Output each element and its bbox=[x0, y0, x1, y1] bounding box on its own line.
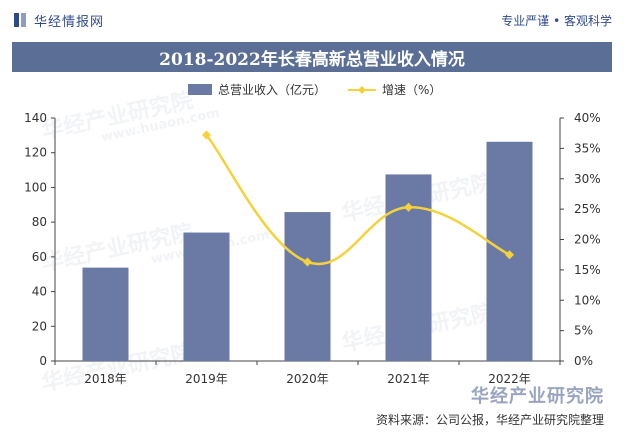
bar-2018年 bbox=[82, 267, 129, 361]
line-series bbox=[202, 130, 514, 267]
source-note: 资料来源：公司公报，华经产业研究院整理 bbox=[375, 413, 604, 427]
brand-logo-icon bbox=[14, 13, 26, 27]
x-tick-label: 2022年 bbox=[488, 372, 531, 386]
x-tick-label: 2019年 bbox=[185, 372, 228, 386]
y-right-tick-label: 40% bbox=[574, 111, 601, 125]
growth-point-2022年 bbox=[505, 250, 514, 260]
x-tick-label: 2018年 bbox=[84, 372, 127, 386]
x-tick-label: 2020年 bbox=[286, 372, 329, 386]
growth-line bbox=[205, 134, 511, 266]
corner-watermark: 华经产业研究院 bbox=[471, 386, 604, 407]
y-left-tick-label: 40 bbox=[32, 285, 47, 299]
brand-name: 华经情报网 bbox=[34, 14, 105, 30]
y-left-tick-label: 60 bbox=[32, 250, 47, 264]
y-axis-left: 0 20 40 60 80 100 120 140 bbox=[24, 111, 56, 368]
bar-series bbox=[82, 141, 533, 361]
bar-2020年 bbox=[284, 212, 331, 361]
slogan: 专业严谨 • 客观科学 bbox=[501, 13, 612, 28]
y-right-tick-label: 35% bbox=[574, 141, 601, 155]
legend-line-label: 增速（%） bbox=[382, 83, 441, 97]
y-right-tick-label: 15% bbox=[574, 263, 601, 277]
legend-line-marker bbox=[358, 86, 366, 94]
x-axis: 2018年 2019年 2020年 2021年 2022年 bbox=[54, 360, 561, 386]
y-left-tick-label: 20 bbox=[32, 319, 47, 333]
y-right-tick-label: 25% bbox=[574, 202, 601, 216]
y-axis-right: 0% 5% 10% 15% 20% 25% 30% 35% 40% bbox=[559, 111, 601, 368]
brand: 华经情报网 bbox=[14, 11, 104, 30]
legend: 总营业收入（亿元） 增速（%） bbox=[188, 82, 441, 97]
y-right-tick-label: 30% bbox=[574, 172, 601, 186]
y-left-tick-label: 120 bbox=[24, 146, 47, 160]
growth-point-2019年 bbox=[202, 130, 211, 140]
bar-2019年 bbox=[183, 232, 230, 361]
top-bar: 华经情报网 专业严谨 • 客观科学 bbox=[0, 0, 624, 40]
chart-title: 2018-2022年长春高新总营业收入情况 bbox=[12, 42, 612, 72]
y-left-tick-label: 140 bbox=[24, 111, 47, 125]
y-left-tick-label: 80 bbox=[32, 215, 47, 229]
y-right-tick-label: 0% bbox=[574, 354, 593, 368]
y-left-tick-label: 100 bbox=[24, 180, 47, 194]
y-left-tick-label: 0 bbox=[39, 354, 47, 368]
legend-bar-swatch bbox=[188, 84, 212, 95]
growth-point-2021年 bbox=[404, 202, 413, 212]
y-right-tick-label: 10% bbox=[574, 293, 601, 307]
legend-bar-label: 总营业收入（亿元） bbox=[218, 82, 326, 97]
x-tick-label: 2021年 bbox=[387, 372, 430, 386]
growth-point-2020年 bbox=[303, 257, 312, 267]
y-right-tick-label: 5% bbox=[574, 324, 593, 338]
y-right-tick-label: 20% bbox=[574, 233, 601, 247]
chart-svg: 总营业收入（亿元） 增速（%） 0 20 40 60 80 100 120 140 0% 5% 10… bbox=[24, 82, 601, 386]
bar-2021年 bbox=[385, 174, 432, 361]
